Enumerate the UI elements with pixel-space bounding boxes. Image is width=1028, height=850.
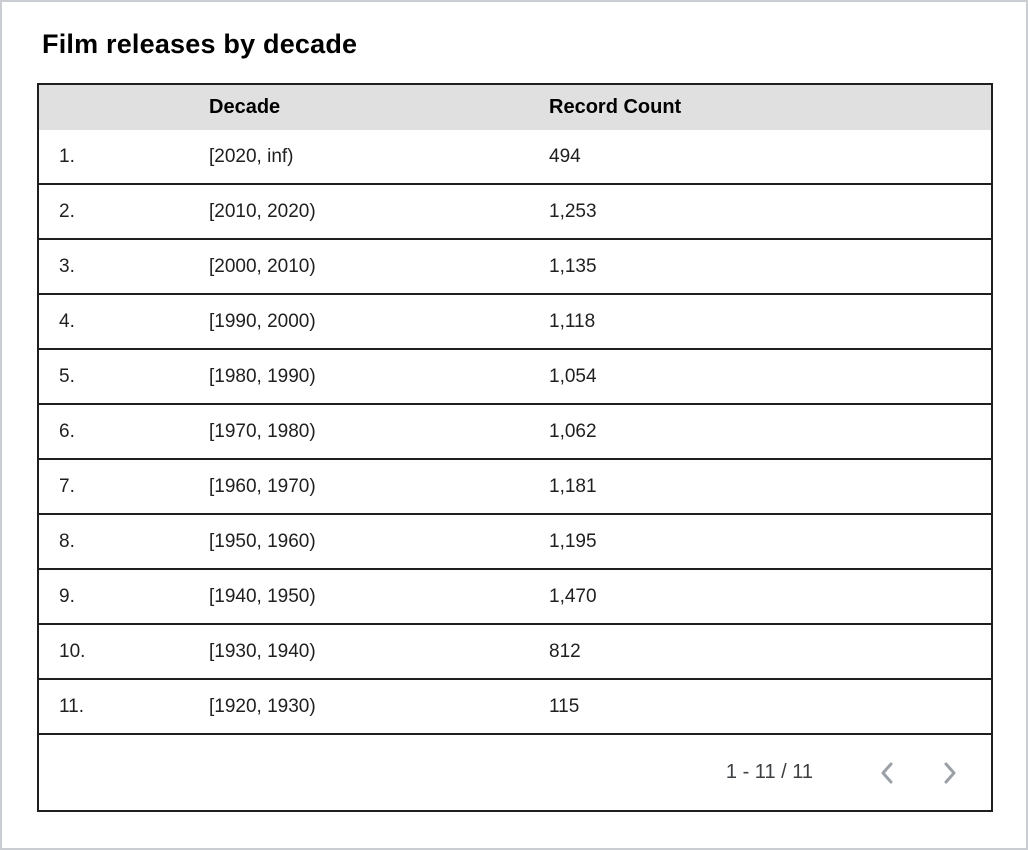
pagination-bar: 1 - 11 / 11: [39, 735, 991, 810]
decade-cell: [1980, 1990): [209, 365, 316, 387]
row-index-cell: 2.: [59, 200, 75, 222]
row-index-cell: 9.: [59, 585, 75, 607]
table-row: 4. [1990, 2000) 1,118: [39, 295, 991, 350]
decade-cell: [1920, 1930): [209, 695, 316, 717]
table-row: 9. [1940, 1950) 1,470: [39, 570, 991, 625]
record-count-cell: 1,054: [549, 365, 597, 387]
table-row: 1. [2020, inf) 494: [39, 130, 991, 185]
table-row: 11. [1920, 1930) 115: [39, 680, 991, 735]
table-row: 2. [2010, 2020) 1,253: [39, 185, 991, 240]
record-count-cell: 1,470: [549, 585, 597, 607]
decade-cell: [1990, 2000): [209, 310, 316, 332]
prev-page-button[interactable]: [873, 759, 899, 787]
decade-cell: [1960, 1970): [209, 475, 316, 497]
record-count-cell: 812: [549, 640, 581, 662]
record-count-cell: 1,181: [549, 475, 597, 497]
row-index-cell: 4.: [59, 310, 75, 332]
decade-cell: [2000, 2010): [209, 255, 316, 277]
chevron-right-icon: [942, 761, 959, 785]
row-index-cell: 6.: [59, 420, 75, 442]
record-count-cell: 1,195: [549, 530, 597, 552]
row-index-cell: 8.: [59, 530, 75, 552]
row-index-cell: 7.: [59, 475, 75, 497]
column-header-decade: Decade: [209, 96, 281, 118]
table-body: 1. [2020, inf) 494 2. [2010, 2020) 1,253…: [39, 130, 991, 735]
record-count-cell: 1,253: [549, 200, 597, 222]
row-index-cell: 11.: [59, 695, 85, 717]
record-count-cell: 115: [549, 695, 580, 717]
decade-cell: [1950, 1960): [209, 530, 316, 552]
table-row: 10. [1930, 1940) 812: [39, 625, 991, 680]
record-count-cell: 1,062: [549, 420, 597, 442]
decade-cell: [1940, 1950): [209, 585, 316, 607]
record-count-cell: 494: [549, 145, 581, 167]
table-header-row: Decade Record Count: [39, 85, 991, 130]
row-index-cell: 5.: [59, 365, 75, 387]
record-count-cell: 1,135: [549, 255, 597, 277]
chevron-left-icon: [878, 761, 895, 785]
row-index-cell: 10.: [59, 640, 86, 662]
table-row: 8. [1950, 1960) 1,195: [39, 515, 991, 570]
data-table: Decade Record Count 1. [2020, inf) 494 2…: [37, 83, 993, 812]
decade-cell: [2010, 2020): [209, 200, 316, 222]
decade-cell: [1930, 1940): [209, 640, 316, 662]
row-index-cell: 3.: [59, 255, 75, 277]
row-index-cell: 1.: [59, 145, 75, 167]
decade-cell: [1970, 1980): [209, 420, 316, 442]
decade-cell: [2020, inf): [209, 145, 294, 167]
table-row: 6. [1970, 1980) 1,062: [39, 405, 991, 460]
table-row: 7. [1960, 1970) 1,181: [39, 460, 991, 515]
page-title: Film releases by decade: [42, 29, 358, 59]
column-header-record-count: Record Count: [549, 96, 682, 118]
next-page-button[interactable]: [937, 759, 963, 787]
table-row: 3. [2000, 2010) 1,135: [39, 240, 991, 295]
pagination-range-label: 1 - 11 / 11: [725, 761, 813, 783]
table-row: 5. [1980, 1990) 1,054: [39, 350, 991, 405]
record-count-cell: 1,118: [549, 310, 596, 332]
